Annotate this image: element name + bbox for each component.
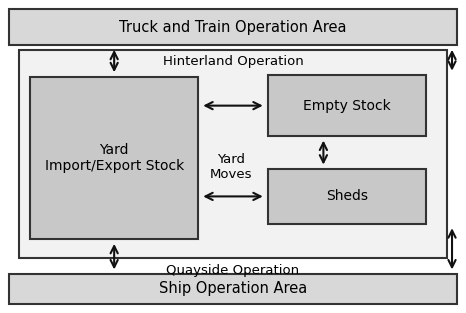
Bar [9,274,457,304]
Text: Empty Stock: Empty Stock [303,99,391,113]
Text: Truck and Train Operation Area: Truck and Train Operation Area [119,20,347,35]
Text: Ship Operation Area: Ship Operation Area [159,281,307,296]
Bar [268,169,426,224]
Bar [30,77,198,239]
Text: Yard
Import/Export Stock: Yard Import/Export Stock [45,143,184,173]
Text: Hinterland Operation: Hinterland Operation [163,55,303,69]
Text: Yard
Moves: Yard Moves [209,153,252,182]
Bar [9,9,457,45]
Text: Quayside Operation: Quayside Operation [166,264,300,277]
Bar [19,50,447,258]
Text: Sheds: Sheds [326,189,368,203]
Bar [268,75,426,136]
